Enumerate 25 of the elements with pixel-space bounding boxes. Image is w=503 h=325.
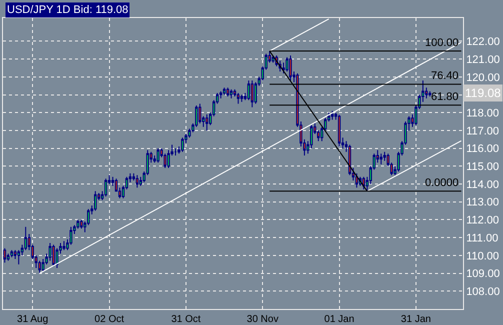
y-tick-label: 112.00 — [466, 214, 500, 227]
y-tick-label: 115.00 — [466, 161, 500, 174]
y-tick-label: 113.00 — [466, 196, 500, 209]
x-tick-label: 30 Nov — [246, 314, 278, 325]
y-tick-label: 109.00 — [466, 268, 500, 280]
series-label: 0.0000 — [425, 177, 459, 189]
x-tick-label: 31 Jan — [400, 314, 431, 325]
y-tick-label: 110.00 — [466, 250, 500, 262]
x-tick-label: 01 Jan — [324, 314, 354, 325]
chart-title: USD/JPY 1D Bid: 119.08 — [7, 4, 128, 16]
x-tick-label: 31 Oct — [171, 314, 201, 325]
y-tick-label: 116.00 — [466, 143, 500, 156]
y-tick-label: 118.00 — [466, 107, 500, 120]
series-label: 100.00 — [425, 37, 459, 49]
x-tick-label: 02 Oct — [94, 314, 124, 325]
x-tick-label: 31 Aug — [17, 314, 48, 325]
y-tick-label: 120.00 — [466, 72, 500, 84]
y-tick-label: 121.00 — [466, 54, 500, 66]
series-label: 61.80 — [431, 91, 459, 103]
y-tick-label: 111.00 — [466, 232, 498, 244]
y-tick-label: 117.00 — [466, 125, 500, 138]
y-tick-label: 108.00 — [466, 286, 500, 298]
y-tick-label: 114.00 — [466, 178, 500, 191]
y-tick-label: 122.00 — [466, 36, 500, 48]
series-label: 76.40 — [431, 70, 459, 82]
